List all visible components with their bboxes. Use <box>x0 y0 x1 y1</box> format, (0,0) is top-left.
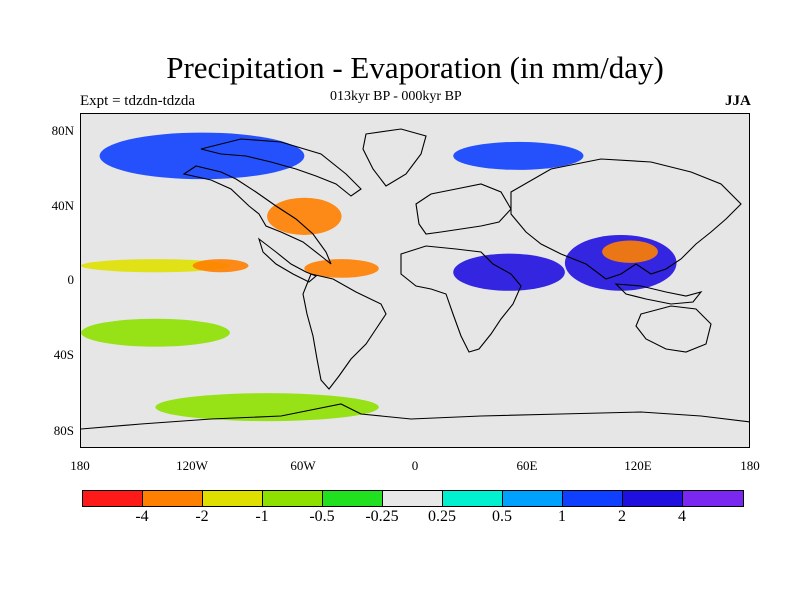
lon-label-180w: 180 <box>70 458 90 473</box>
lon-label-120e: 120E <box>624 458 652 473</box>
colorbar-label: -4 <box>135 508 149 525</box>
colorbar <box>82 490 744 507</box>
precip-field-layer <box>81 132 677 422</box>
colorbar-swatch <box>83 491 143 506</box>
field-region <box>453 253 565 291</box>
field-region <box>304 259 379 278</box>
colorbar-swatch <box>443 491 503 506</box>
lat-label-0: 0 <box>67 272 75 287</box>
coastline-indonesia <box>614 283 703 305</box>
colorbar-label: 4 <box>678 508 686 525</box>
chart-title: Precipitation - Evaporation (in mm/day) <box>166 50 664 85</box>
coastline-layer <box>81 128 749 430</box>
colorbar-swatch <box>683 491 743 506</box>
coastline-antarctica <box>81 403 749 430</box>
colorbar-swatch <box>503 491 563 506</box>
coastline-arctic <box>200 138 362 197</box>
season-label: JJA <box>725 93 751 109</box>
coastline-north-america <box>182 165 332 265</box>
field-region <box>99 132 305 180</box>
colorbar-swatch <box>263 491 323 506</box>
lat-label-80n: 80N <box>51 123 74 138</box>
colorbar-swatch <box>383 491 443 506</box>
coastline-asia <box>510 158 742 280</box>
colorbar-label: -0.25 <box>365 508 399 525</box>
colorbar-swatch <box>203 491 263 506</box>
colorbar-swatch <box>323 491 383 506</box>
lon-label-0: 0 <box>411 458 419 473</box>
experiment-label: Expt = tdzdn-tdzda <box>80 93 196 109</box>
colorbar-label: 1 <box>558 508 566 525</box>
lon-label-120w: 120W <box>176 458 208 473</box>
field-region <box>267 197 342 235</box>
colorbar-label: 0.25 <box>428 508 456 525</box>
field-region <box>192 259 249 273</box>
coastline-central-america <box>257 237 318 283</box>
lon-label-180e: 180 <box>740 458 760 473</box>
colorbar-label: -0.5 <box>309 508 335 525</box>
lat-label-80s: 80S <box>53 423 74 438</box>
coastline-australia <box>635 305 712 353</box>
field-region <box>453 141 584 170</box>
map-plot-area <box>80 113 750 448</box>
colorbar-label: 0.5 <box>492 508 512 525</box>
colorbar-swatch <box>623 491 683 506</box>
field-region <box>81 318 230 347</box>
colorbar-swatch <box>563 491 623 506</box>
period-label: 013kyr BP - 000kyr BP <box>330 89 462 104</box>
lon-label-60w: 60W <box>290 458 316 473</box>
lat-label-40n: 40N <box>51 198 74 213</box>
colorbar-swatch <box>143 491 203 506</box>
coastline-greenland <box>362 128 427 187</box>
lon-label-60e: 60E <box>516 458 538 473</box>
field-region <box>81 259 230 273</box>
map-svg <box>81 114 749 447</box>
coastline-africa <box>400 245 522 353</box>
lat-label-40s: 40S <box>53 347 74 362</box>
colorbar-label: 2 <box>618 508 626 525</box>
field-region <box>155 393 379 422</box>
coastline-south-america <box>302 273 387 390</box>
coastline-europe <box>415 183 512 235</box>
field-region <box>602 240 658 263</box>
colorbar-label: -2 <box>195 508 209 525</box>
colorbar-label: -1 <box>255 508 269 525</box>
